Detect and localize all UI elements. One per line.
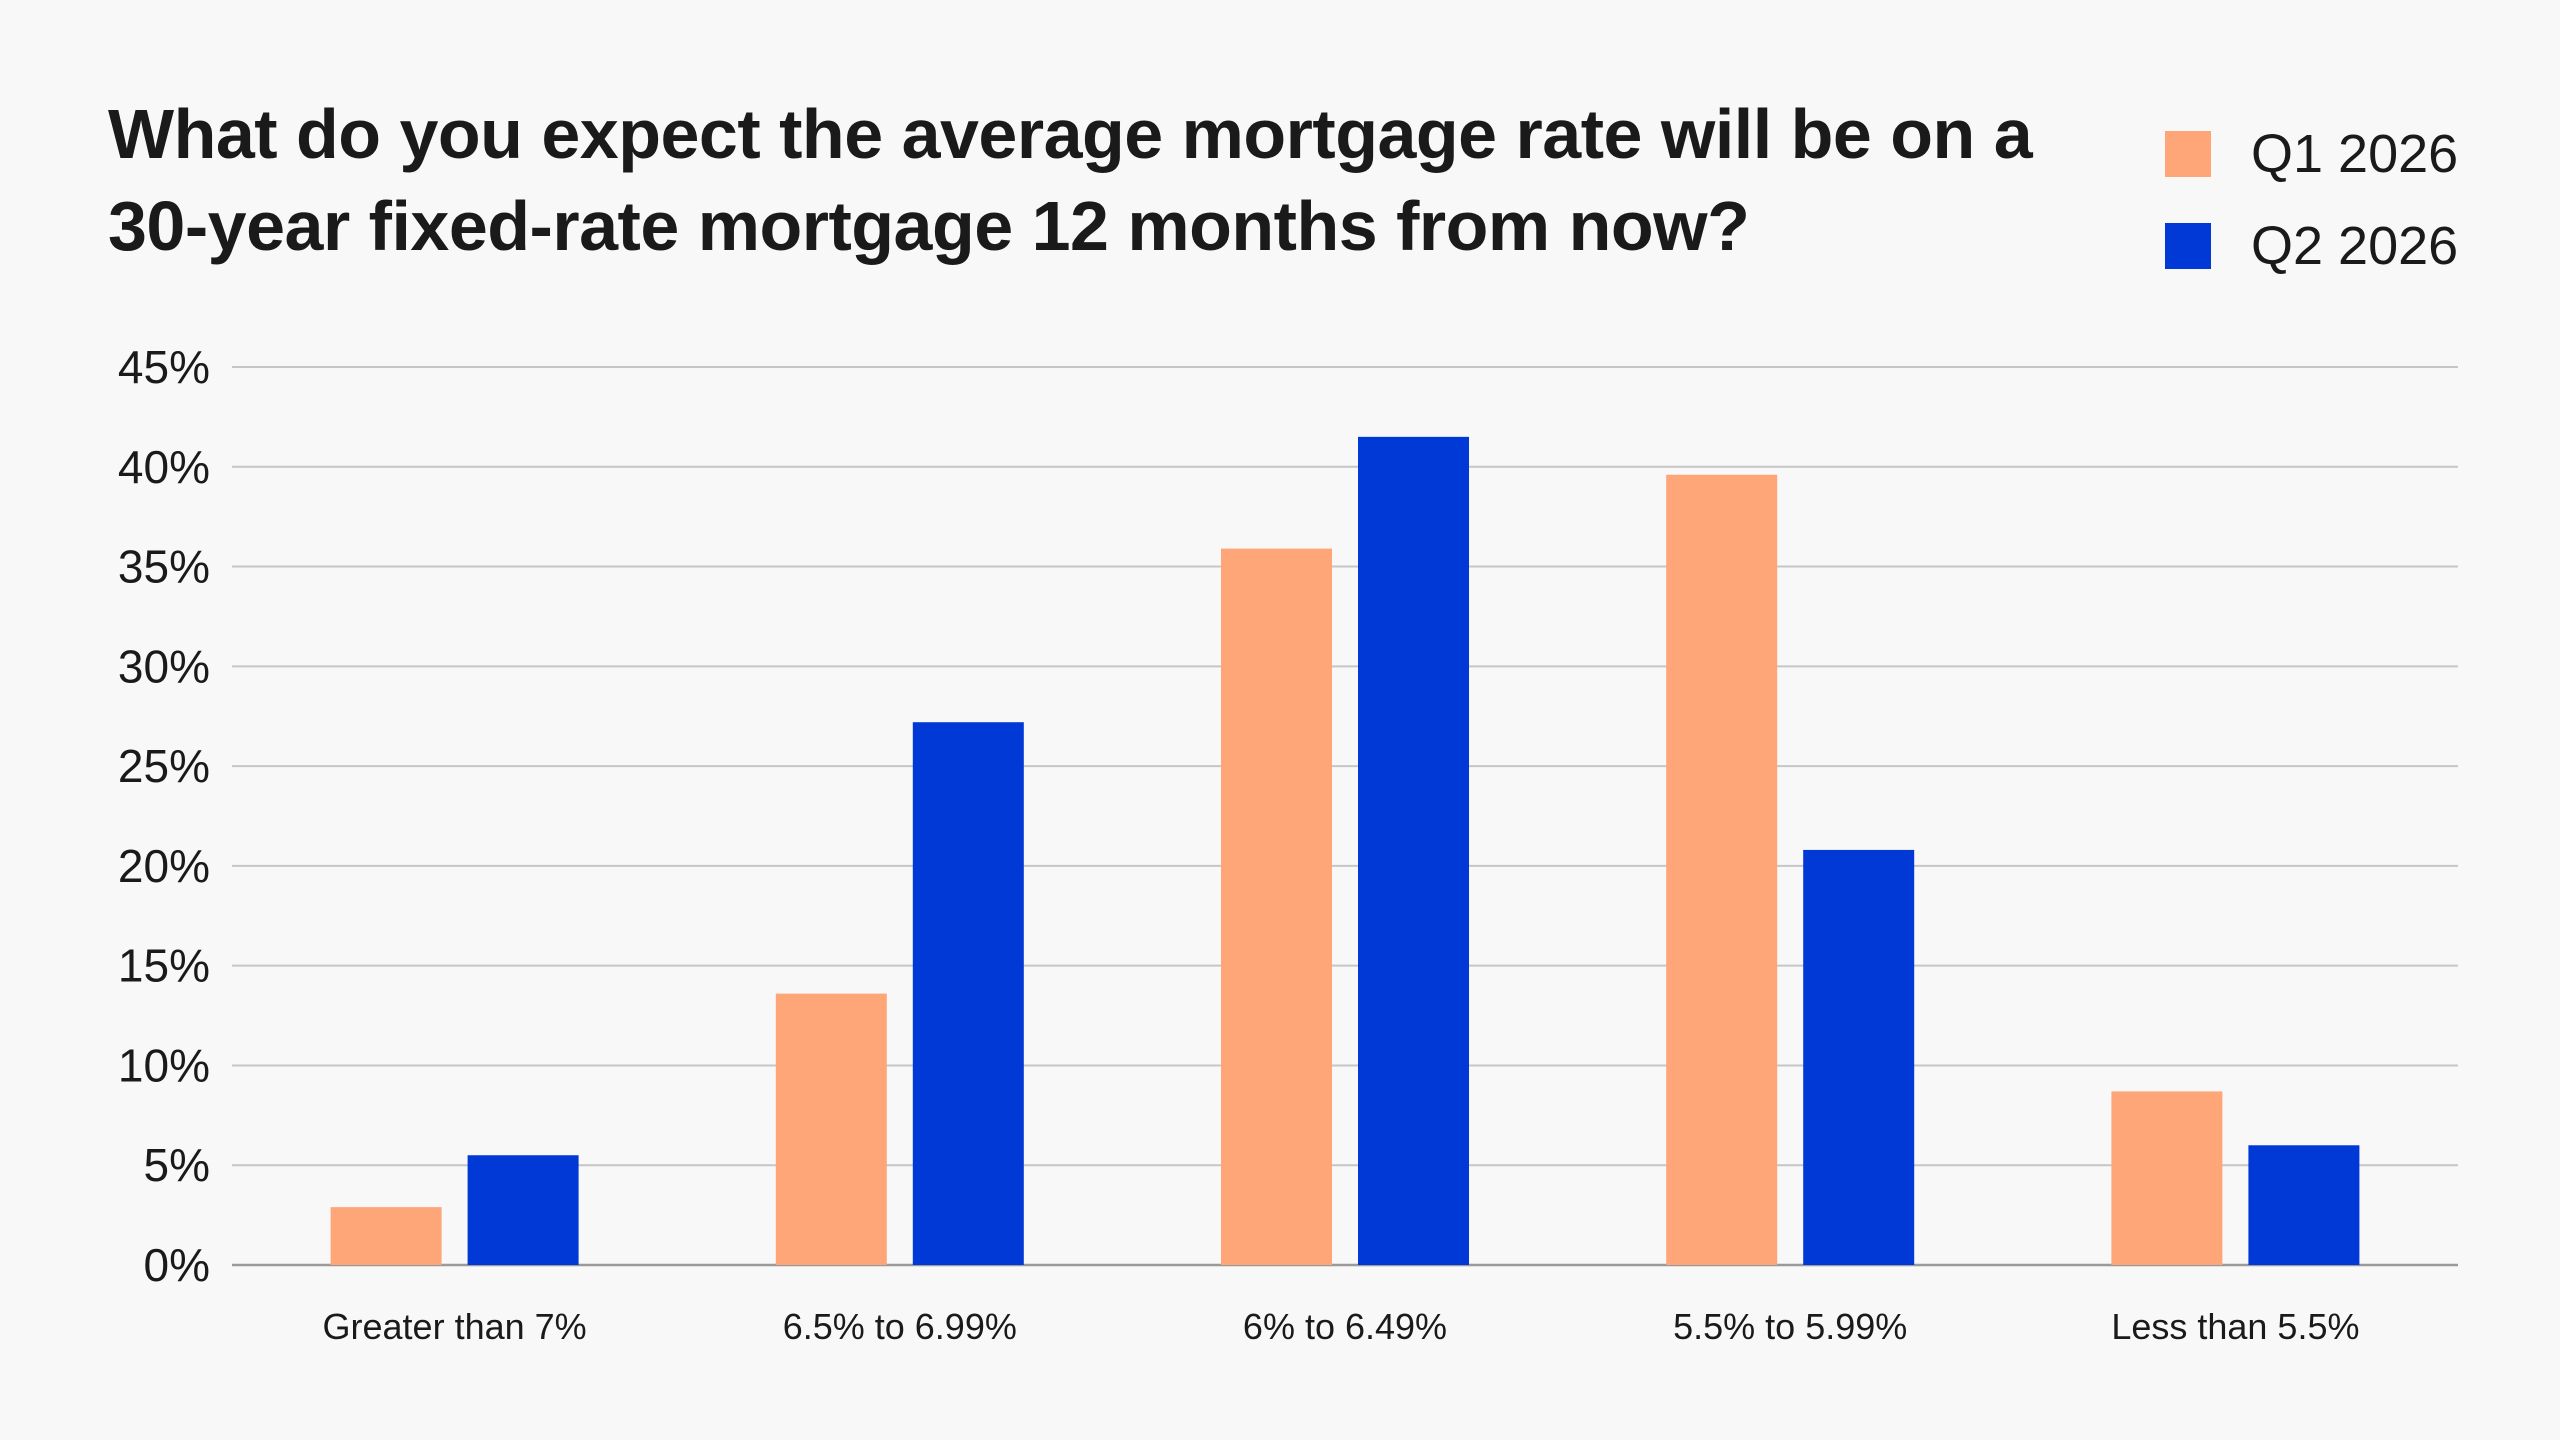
- bar-q2-4: [2248, 1145, 2360, 1265]
- bar-q2-1: [912, 722, 1024, 1265]
- y-tick-label: 35%: [118, 541, 210, 593]
- y-tick-label: 20%: [118, 840, 210, 892]
- y-tick-label: 10%: [118, 1039, 210, 1091]
- chart-legend: Q1 2026 Q2 2026: [2165, 108, 2458, 292]
- y-tick-label: 0%: [144, 1239, 210, 1291]
- y-tick-label: 30%: [118, 640, 210, 692]
- x-category-label: Less than 5.5%: [2111, 1306, 2359, 1347]
- legend-swatch-q1-2026: [2165, 131, 2211, 177]
- x-category-label: 5.5% to 5.99%: [1673, 1306, 1907, 1347]
- x-category-label: Greater than 7%: [323, 1306, 587, 1347]
- y-tick-label: 25%: [118, 740, 210, 792]
- bar-q1-1: [775, 993, 887, 1265]
- legend-item-q1-2026: Q1 2026: [2165, 108, 2458, 200]
- y-tick-label: 5%: [144, 1139, 210, 1191]
- y-tick-label: 40%: [118, 441, 210, 493]
- legend-item-q2-2026: Q2 2026: [2165, 200, 2458, 292]
- x-category-label: 6.5% to 6.99%: [783, 1306, 1017, 1347]
- bar-q1-2: [1221, 548, 1332, 1265]
- y-tick-label: 15%: [118, 940, 210, 992]
- bar-q1-0: [330, 1207, 442, 1265]
- bar-q2-3: [1803, 849, 1915, 1265]
- y-tick-label: 45%: [118, 341, 210, 393]
- x-category-label: 6% to 6.49%: [1243, 1306, 1447, 1347]
- bar-q1-4: [2111, 1091, 2223, 1265]
- legend-label-q2-2026: Q2 2026: [2251, 216, 2459, 276]
- chart-title: What do you expect the average mortgage …: [108, 95, 2033, 265]
- legend-label-q1-2026: Q1 2026: [2251, 124, 2459, 184]
- bar-q2-2: [1358, 436, 1469, 1265]
- bar-q1-3: [1666, 474, 1778, 1265]
- legend-swatch-q2-2026: [2165, 223, 2211, 269]
- bar-q2-0: [467, 1155, 579, 1265]
